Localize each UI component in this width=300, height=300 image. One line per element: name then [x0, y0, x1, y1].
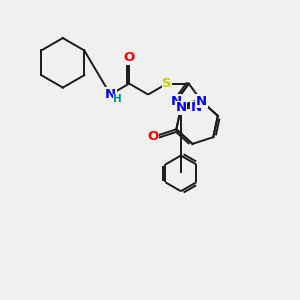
Text: N: N: [105, 88, 116, 101]
Text: O: O: [124, 51, 135, 64]
Text: N: N: [191, 101, 202, 115]
Text: N: N: [175, 101, 186, 115]
Text: N: N: [196, 95, 207, 108]
Text: N: N: [196, 95, 207, 108]
Text: H: H: [113, 94, 122, 104]
Text: O: O: [147, 130, 159, 143]
Text: N: N: [170, 95, 182, 108]
Text: S: S: [162, 77, 172, 90]
